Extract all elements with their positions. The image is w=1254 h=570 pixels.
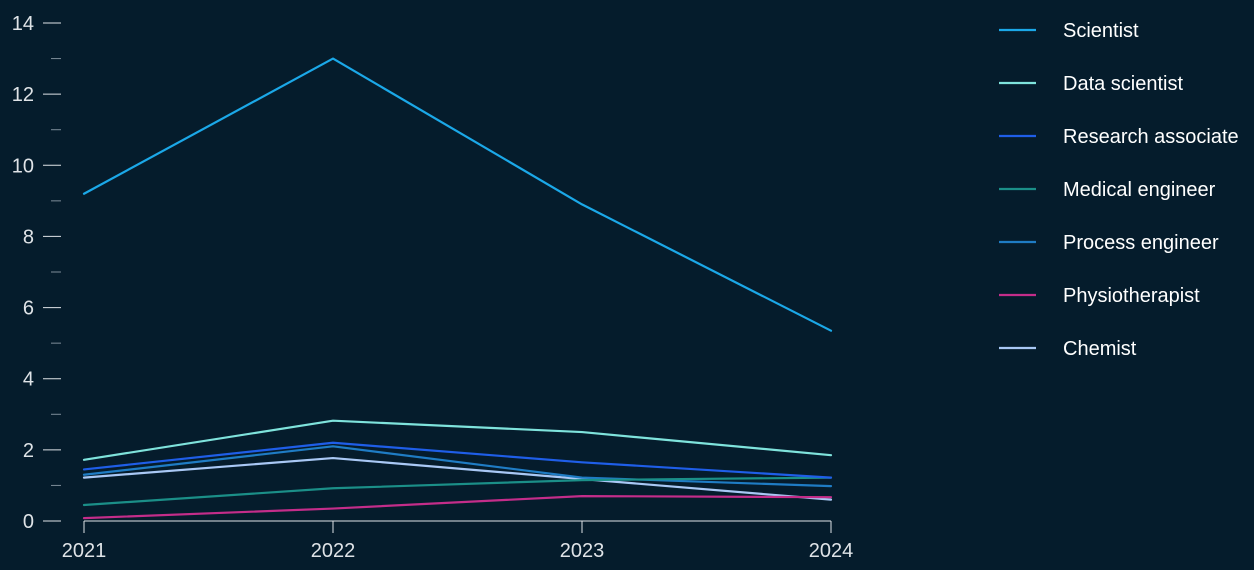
legend-label: Physiotherapist: [1063, 285, 1200, 307]
legend-label: Process engineer: [1063, 232, 1219, 254]
y-tick-label: 14: [12, 13, 34, 35]
series-line-research-associate: [82, 441, 833, 479]
legend: Scientist Data scientist Research associat…: [999, 20, 1239, 360]
y-tick-label: 2: [23, 440, 34, 462]
legend-label: Scientist: [1063, 20, 1139, 42]
legend-item: Chemist: [999, 338, 1137, 360]
legend-label: Data scientist: [1063, 73, 1183, 95]
series-line-data-scientist: [82, 419, 833, 461]
y-tick-label: 8: [23, 226, 34, 248]
series-line-scientist: [82, 57, 833, 332]
legend-item: Data scientist: [999, 73, 1183, 95]
legend-item: Medical engineer: [999, 179, 1216, 201]
x-tick-label: 2024: [809, 540, 854, 562]
y-tick-label: 12: [12, 84, 34, 106]
x-tick-label: 2023: [560, 540, 605, 562]
legend-label: Research associate: [1063, 126, 1239, 148]
legend-item: Research associate: [999, 126, 1239, 148]
y-tick-label: 0: [23, 511, 34, 533]
series-line-physiotherapist: [82, 495, 833, 520]
series-line-medical-engineer: [82, 476, 833, 507]
series-line-process-engineer: [82, 445, 833, 488]
series-lines: [82, 57, 833, 520]
x-tick-label: 2021: [62, 540, 107, 562]
y-tick-label: 6: [23, 298, 34, 320]
y-tick-label: 4: [23, 369, 34, 391]
legend-item: Scientist: [999, 20, 1139, 42]
legend-label: Chemist: [1063, 338, 1137, 360]
axes: 0 2 4 6 8 10 12 14 2021 2022 2023 2024: [12, 13, 854, 562]
series-line-chemist: [82, 456, 833, 501]
y-tick-label: 10: [12, 155, 34, 177]
legend-item: Process engineer: [999, 232, 1219, 254]
legend-label: Medical engineer: [1063, 179, 1216, 201]
legend-item: Physiotherapist: [999, 285, 1200, 307]
x-tick-label: 2022: [311, 540, 356, 562]
